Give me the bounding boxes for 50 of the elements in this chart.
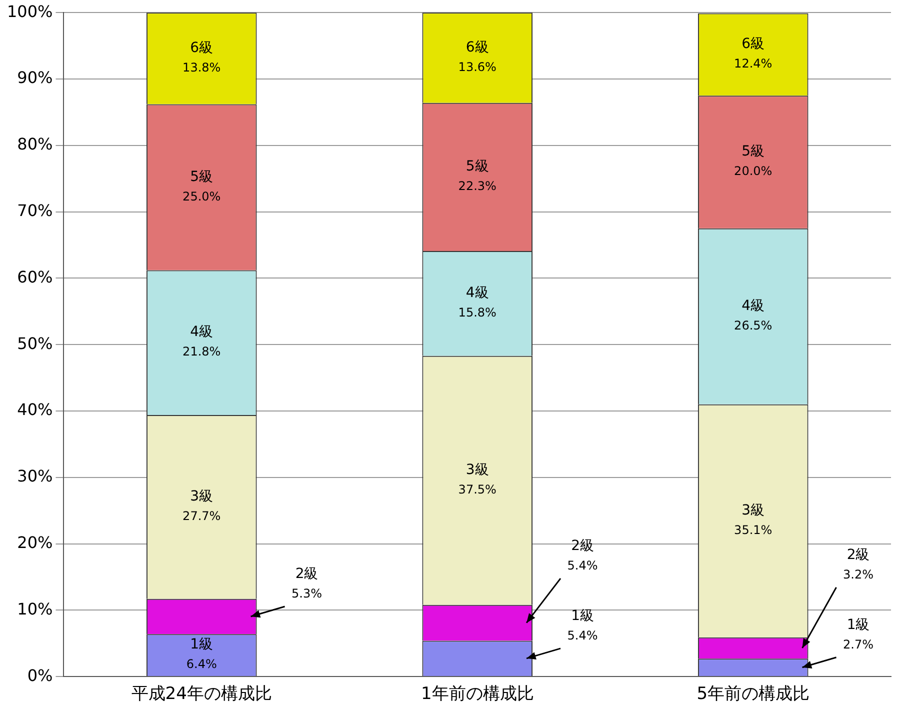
text: 2級	[571, 538, 594, 554]
data-label: 5.4%	[567, 628, 598, 643]
series-label: 3級	[742, 502, 765, 519]
x-tick-label: 5年前の構成比	[696, 684, 810, 704]
y-tick-label: 100%	[6, 2, 53, 21]
text: 2級	[295, 566, 318, 582]
text: 6級	[190, 40, 214, 56]
series-label: 1級	[190, 636, 214, 653]
text: 4級	[742, 298, 765, 314]
y-tick-label: 10%	[17, 599, 53, 618]
text: 1級	[571, 608, 594, 624]
data-label: 2.7%	[843, 638, 874, 652]
data-label: 13.8%	[182, 60, 221, 75]
x-tick-label: 1年前の構成比	[420, 684, 534, 704]
y-tick-label: 80%	[17, 134, 53, 154]
text: 4級	[190, 324, 214, 340]
data-label: 21.8%	[182, 344, 221, 359]
y-tick-label: 60%	[17, 267, 53, 286]
series-label: 6級	[742, 36, 765, 52]
text: 3級	[466, 462, 489, 478]
y-tick-label: 50%	[17, 334, 53, 353]
text: 2級	[846, 547, 870, 564]
data-label: 5.3%	[292, 586, 322, 601]
data-label: 22.3%	[458, 179, 496, 194]
y-tick-label: 20%	[17, 532, 53, 552]
data-label: 5.4%	[567, 558, 598, 573]
series-label: 5級	[742, 144, 765, 160]
data-label: 37.5%	[458, 482, 496, 497]
text: 1級	[846, 617, 870, 634]
data-label: 13.6%	[458, 60, 496, 74]
data-label: 6.4%	[186, 657, 217, 672]
data-label: 27.7%	[182, 509, 221, 524]
y-tick-label: 40%	[17, 400, 53, 420]
text: 6級	[466, 39, 489, 56]
data-label: 35.1%	[734, 523, 772, 538]
data-label: 25.0%	[182, 189, 221, 204]
text: 5級	[190, 168, 214, 185]
x-tick-label: 平成24年の構成比	[131, 684, 272, 704]
y-tick-label: 70%	[17, 200, 53, 220]
data-label: 26.5%	[734, 318, 772, 333]
data-label: 12.4%	[734, 56, 772, 71]
data-label: 20.0%	[734, 164, 772, 178]
series-label: 4級	[466, 285, 489, 302]
y-tick-label: 0%	[27, 666, 53, 685]
data-label: 3.2%	[843, 568, 874, 582]
y-tick-label: 30%	[17, 466, 53, 486]
text: 5級	[466, 158, 489, 175]
text: 3級	[190, 488, 214, 505]
data-label: 15.8%	[458, 306, 496, 320]
y-tick-label: 90%	[17, 68, 53, 88]
